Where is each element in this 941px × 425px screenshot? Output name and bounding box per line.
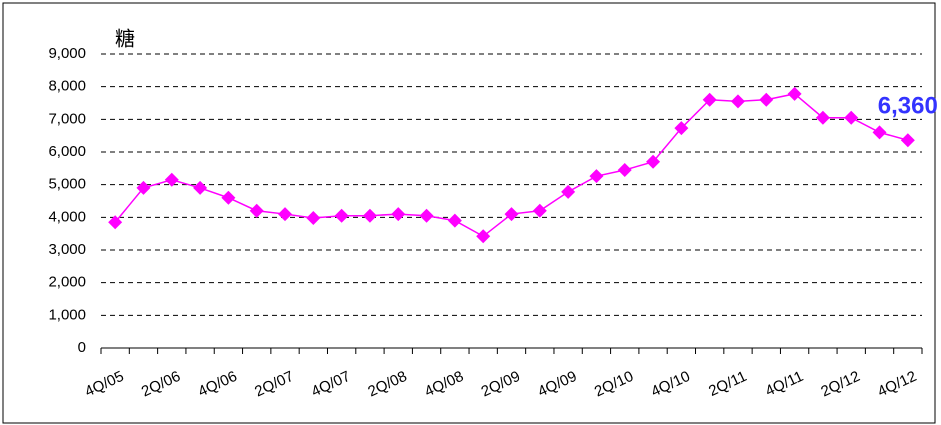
point: [221, 190, 236, 205]
point: [334, 208, 349, 223]
y-tick-label: 1,000: [48, 306, 86, 323]
x-tick-label: 2Q/06: [139, 368, 183, 401]
point: [532, 203, 547, 218]
x-tick-label: 4Q/12: [875, 368, 919, 401]
x-tick-label: 2Q/09: [479, 368, 523, 401]
y-tick-label: 6,000: [48, 143, 86, 160]
point: [108, 215, 123, 230]
point: [504, 207, 519, 222]
x-tick-label: 4Q/08: [422, 368, 466, 401]
x-tick-label: 2Q/08: [365, 368, 409, 401]
point: [136, 180, 151, 195]
point: [617, 162, 632, 177]
y-axis-label: 糖: [115, 27, 135, 50]
point: [561, 184, 576, 199]
point: [589, 169, 604, 184]
point: [646, 154, 661, 169]
point: [702, 92, 717, 107]
point: [674, 121, 689, 136]
x-tick-label: 4Q/11: [763, 368, 806, 400]
point: [193, 180, 208, 195]
point: [391, 207, 406, 222]
x-tick-label: 4Q/07: [309, 368, 353, 401]
point: [730, 94, 745, 109]
point: [249, 203, 264, 218]
x-tick-label: 4Q/06: [196, 368, 240, 401]
point: [787, 86, 802, 101]
y-tick-label: 7,000: [48, 110, 86, 127]
y-tick-label: 9,000: [48, 45, 86, 62]
point: [419, 208, 434, 223]
x-tick-label: 2Q/07: [252, 368, 296, 401]
x-tick-label: 4Q/10: [648, 368, 692, 401]
point: [447, 213, 462, 228]
x-tick-label: 2Q/10: [592, 368, 636, 401]
y-tick-label: 2,000: [48, 274, 86, 291]
point: [362, 208, 377, 223]
point: [844, 110, 859, 125]
data-label: 6,360: [878, 93, 938, 120]
point: [900, 133, 915, 148]
point: [815, 110, 830, 125]
y-tick-label: 8,000: [48, 78, 86, 95]
point: [759, 92, 774, 107]
y-tick-label: 3,000: [48, 241, 86, 258]
point: [306, 210, 321, 225]
y-tick-label: 0: [78, 339, 86, 356]
x-tick-label: 2Q/11: [706, 368, 749, 400]
x-tick-label: 2Q/12: [818, 368, 862, 401]
point: [476, 229, 491, 244]
x-tick-label: 4Q/05: [82, 368, 126, 401]
y-tick-label: 5,000: [48, 176, 86, 193]
point: [872, 125, 887, 140]
x-tick-label: 4Q/09: [535, 368, 579, 401]
y-tick-label: 4,000: [48, 208, 86, 225]
point: [278, 207, 293, 222]
point: [164, 172, 179, 187]
